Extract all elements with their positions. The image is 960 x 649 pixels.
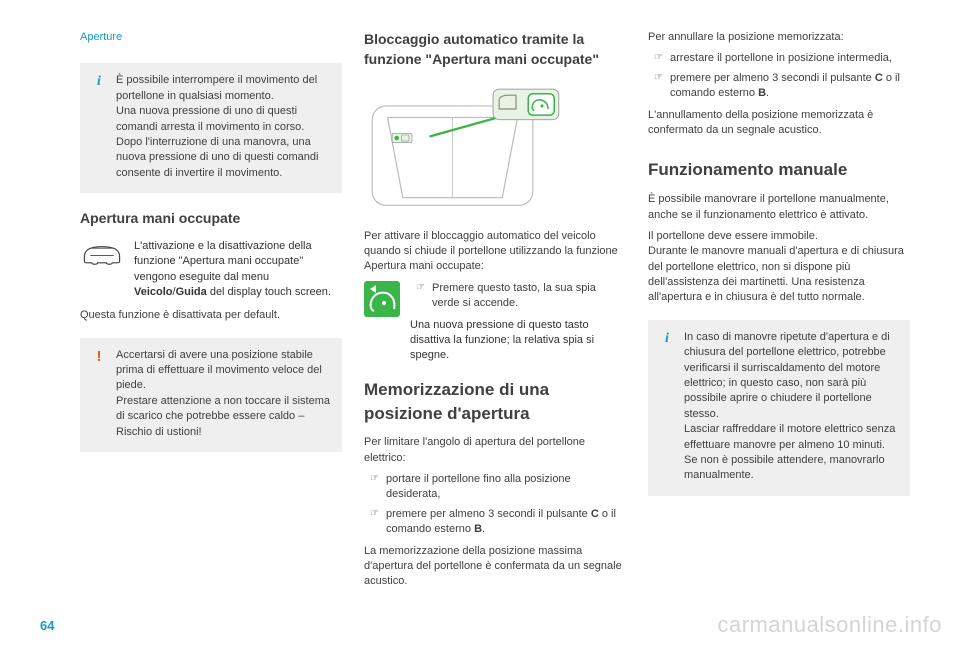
info-box-overheat: i In caso di manovre ripetute d'apertura…: [648, 320, 910, 496]
warning-icon: !: [90, 348, 108, 366]
cancel2-pre: premere per almeno 3 secondi il pulsante: [670, 72, 875, 84]
mem2-b2: B: [474, 523, 482, 535]
green-button-row: Premere questo tasto, la sua spia verde …: [364, 281, 626, 364]
mem2-post: .: [482, 523, 485, 535]
info-icon: i: [658, 330, 676, 348]
car-outline-icon: [80, 239, 124, 269]
cancel-step-2: premere per almeno 3 secondi il pulsante…: [648, 71, 910, 102]
vehicle-icon-row: L'attivazione e la disattivazione della …: [80, 239, 342, 301]
heading-manual: Funzionamento manuale: [648, 158, 910, 182]
heading-auto-lock: Bloccaggio automatico tramite la funzion…: [364, 30, 626, 69]
hands-free-button-icon: [364, 281, 400, 317]
press-button-item: Premere questo tasto, la sua spia verde …: [410, 281, 626, 312]
heading-hands-free: Apertura mani occupate: [80, 209, 342, 229]
green-button-text: Premere questo tasto, la sua spia verde …: [410, 281, 626, 364]
heading-memorize: Memorizzazione di una posizione d'apertu…: [364, 378, 626, 426]
cancel-step-1: arrestare il portellone in posizione int…: [648, 51, 910, 66]
info-box-interrupt: i È possibile interrompere il movimento …: [80, 63, 342, 193]
cancel2-b1: C: [875, 72, 883, 84]
page-number: 64: [40, 617, 54, 635]
text-pre: L'attivazione e la disattivazione della …: [134, 240, 312, 283]
cancel-list: arrestare il portellone in posizione int…: [648, 51, 910, 101]
column-1: Aperture i È possibile interrompere il m…: [80, 30, 342, 596]
cancel2-b2: B: [758, 87, 766, 99]
hands-free-activation-text: L'attivazione e la disattivazione della …: [134, 239, 342, 301]
column-3: Per annullare la posizione memorizzata: …: [648, 30, 910, 596]
bold-guida: Guida: [176, 286, 207, 298]
section-header: Aperture: [80, 30, 342, 45]
cancel-intro: Per annullare la posizione memorizzata:: [648, 30, 910, 45]
overheat-text: In caso di manovre ripetute d'apertura e…: [684, 330, 898, 484]
text-post: del display touch screen.: [207, 286, 331, 298]
memorize-list: portare il portellone fino alla posizion…: [364, 472, 626, 538]
memorize-step-2: premere per almeno 3 secondi il pulsante…: [364, 507, 626, 538]
info-icon: i: [90, 73, 108, 91]
auto-lock-intro: Per attivare il bloccaggio automatico de…: [364, 229, 626, 275]
cancel-confirm: L'annullamento della posizione memorizza…: [648, 108, 910, 139]
warning-box-exhaust: ! Accertarsi di avere una posizione stab…: [80, 338, 342, 452]
watermark: carmanualsonline.info: [717, 610, 942, 641]
mem2-pre: premere per almeno 3 secondi il pulsante: [386, 508, 591, 520]
bold-veicolo: Veicolo: [134, 286, 173, 298]
memorize-intro: Per limitare l'angolo di apertura del po…: [364, 435, 626, 466]
manual-p2: Il portellone deve essere immobile. Dura…: [648, 229, 910, 306]
press-again-text: Una nuova pressione di questo tasto disa…: [410, 319, 594, 362]
tailgate-diagram: [364, 83, 564, 213]
column-2: Bloccaggio automatico tramite la funzion…: [364, 30, 626, 596]
manual-page: Aperture i È possibile interrompere il m…: [0, 0, 960, 616]
info-text: È possibile interrompere il movimento de…: [116, 73, 330, 181]
hands-free-default: Questa funzione è disattivata per defaul…: [80, 308, 342, 323]
mem2-b1: C: [591, 508, 599, 520]
cancel2-post: .: [766, 87, 769, 99]
memorize-confirm: La memorizzazione della posizione massim…: [364, 544, 626, 590]
memorize-step-1: portare il portellone fino alla posizion…: [364, 472, 626, 503]
warning-text: Accertarsi di avere una posizione stabil…: [116, 348, 330, 440]
manual-p1: È possibile manovrare il portellone manu…: [648, 192, 910, 223]
